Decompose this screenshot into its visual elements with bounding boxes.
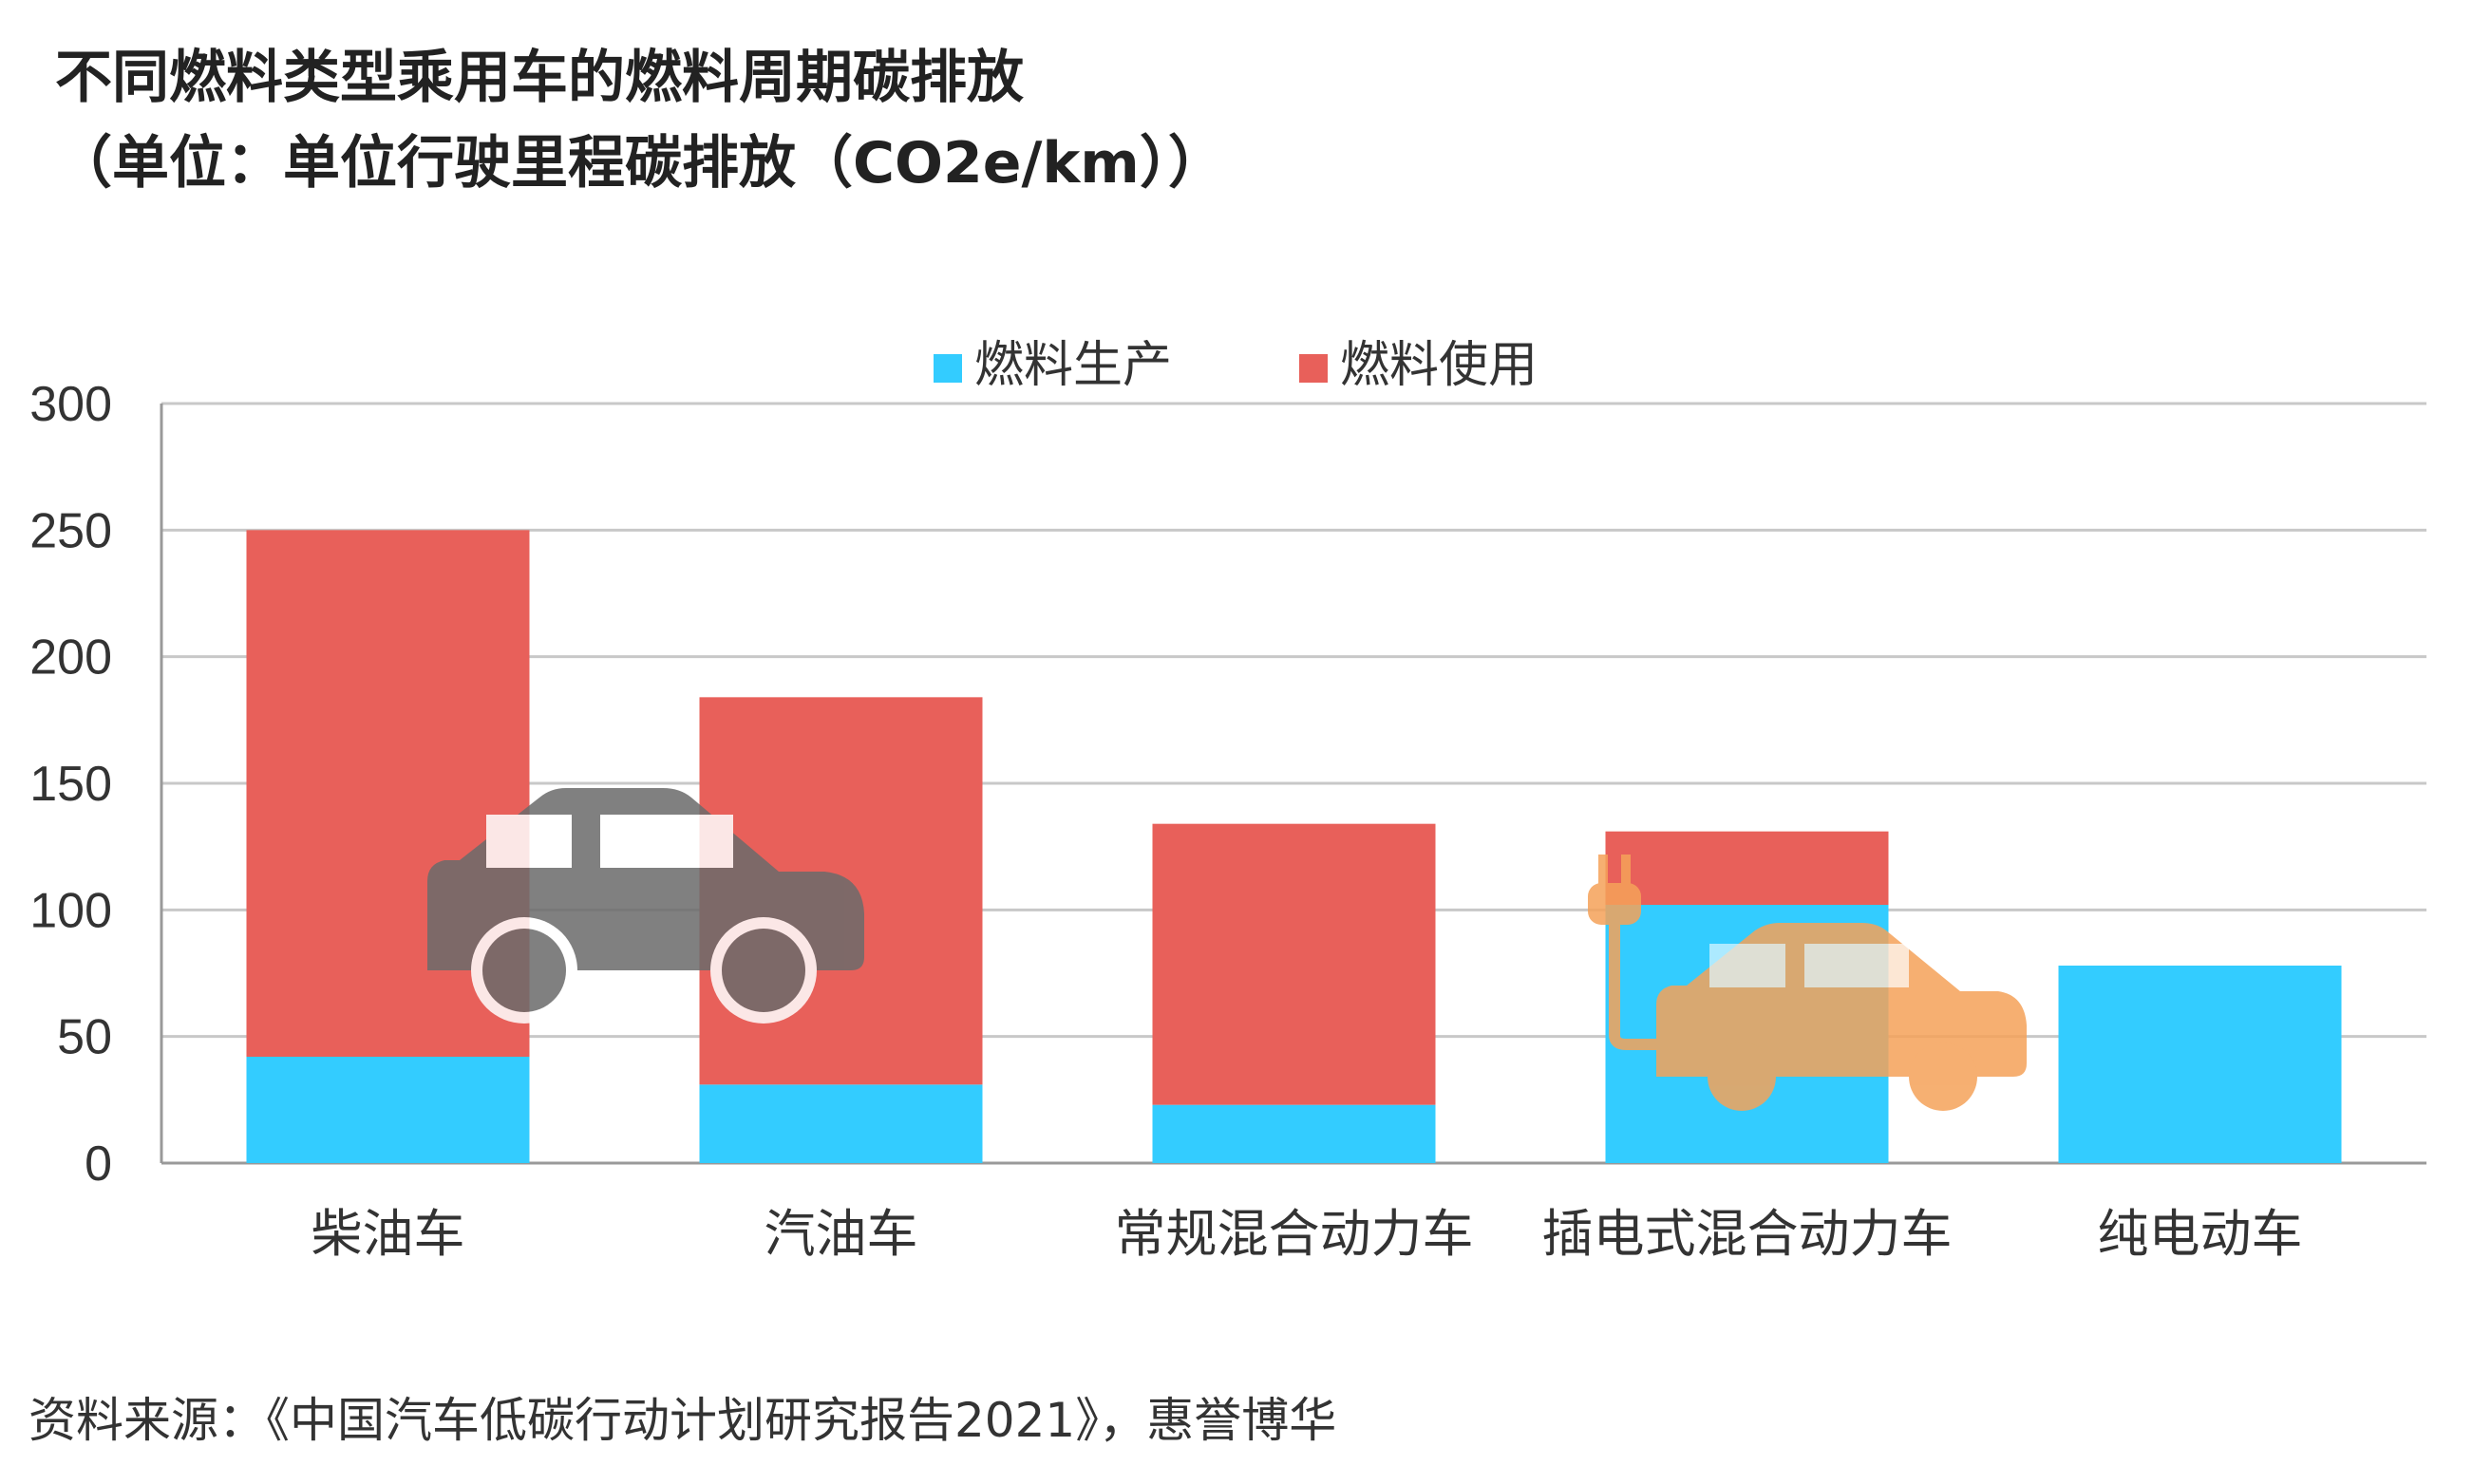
ev-icon-window-rear <box>1804 944 1909 987</box>
y-tick-label: 150 <box>29 757 112 812</box>
car-icon <box>427 788 864 1024</box>
x-tick-label: 纯电动车 <box>2098 1204 2303 1264</box>
x-axis: 柴油车 汽油车 常规混合动力车 插电式混合动力车 纯电动车 <box>311 1204 2303 1264</box>
car-icon-window-front <box>486 815 572 868</box>
x-tick-label: 插电式混合动力车 <box>1542 1204 1953 1264</box>
y-tick-label: 300 <box>29 377 112 432</box>
legend-label-production: 燃料生产 <box>974 337 1172 394</box>
bar-production <box>1152 1104 1436 1163</box>
bar-production <box>699 1084 983 1163</box>
car-icon-wheel-rear-tire <box>722 929 805 1012</box>
bar-production <box>2058 966 2342 1163</box>
chart-subtitle: （单位：单位行驶里程碳排放（CO2e/km）） <box>55 130 1225 197</box>
x-tick-label: 汽油车 <box>765 1204 918 1264</box>
car-icon-window-rear <box>600 815 733 868</box>
chart-title: 不同燃料类型乘用车的燃料周期碳排放 <box>55 45 1024 111</box>
bar-production <box>246 1057 530 1163</box>
y-tick-label: 200 <box>29 630 112 686</box>
ev-icon-plug-prong <box>1598 855 1608 885</box>
ev-car-plug-icon <box>1588 855 2027 1111</box>
car-icon-wheel-front-tire <box>482 929 566 1012</box>
ev-icon-window-front <box>1709 944 1785 987</box>
legend: 燃料生产 燃料使用 <box>934 337 1538 394</box>
source-note: 资料来源：《中国汽车低碳行动计划研究报告2021》，惠誉博华 <box>28 1393 1336 1448</box>
ev-icon-wheel-rear <box>1909 1043 1977 1111</box>
x-tick-label: 常规混合动力车 <box>1115 1204 1474 1264</box>
ev-icon-plug <box>1588 883 1641 925</box>
y-tick-label: 0 <box>85 1136 112 1192</box>
ev-icon-cable <box>1609 923 1656 1050</box>
legend-swatch-production <box>934 354 962 383</box>
legend-label-usage: 燃料使用 <box>1340 337 1538 394</box>
legend-swatch-usage <box>1299 354 1328 383</box>
ev-icon-plug-prong <box>1621 855 1631 885</box>
x-tick-label: 柴油车 <box>311 1204 465 1264</box>
y-tick-label: 50 <box>57 1010 112 1065</box>
ev-icon-wheel-front <box>1708 1043 1776 1111</box>
y-tick-label: 250 <box>29 503 112 558</box>
y-tick-label: 100 <box>29 883 112 938</box>
y-axis: 0 50 100 150 200 250 300 <box>29 377 112 1192</box>
bar-usage <box>1605 831 1889 905</box>
bar-usage <box>1152 823 1436 1105</box>
